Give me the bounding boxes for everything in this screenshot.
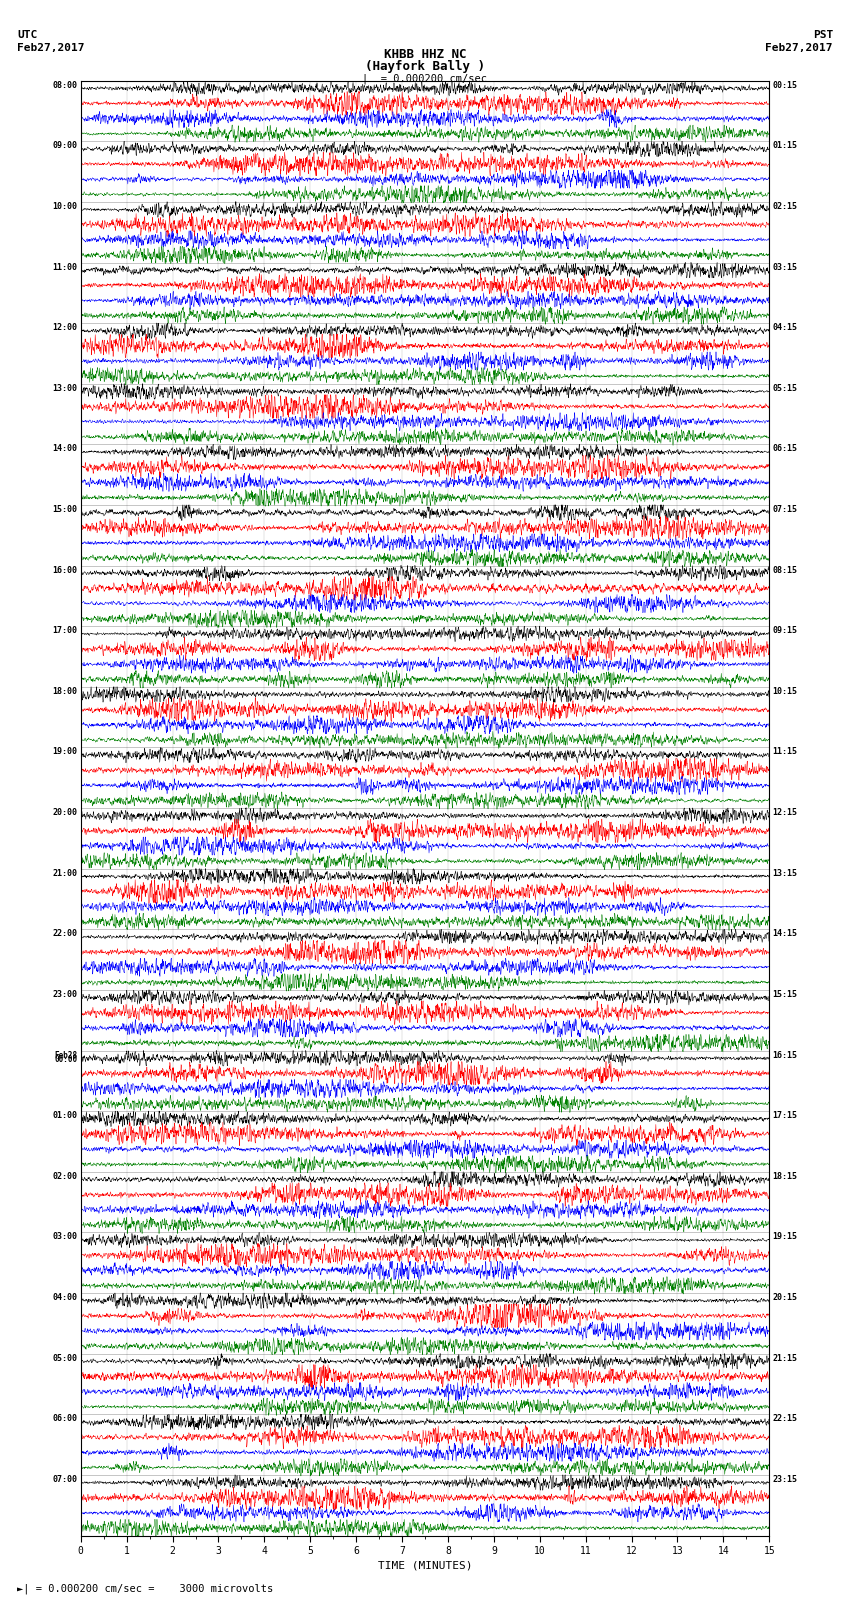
Text: 01:00: 01:00 [53,1111,77,1119]
Text: 14:00: 14:00 [53,444,77,453]
Text: Feb28: Feb28 [54,1050,77,1060]
Text: 11:00: 11:00 [53,263,77,271]
Text: 07:15: 07:15 [773,505,797,515]
Text: 18:00: 18:00 [53,687,77,695]
Text: 11:15: 11:15 [773,747,797,756]
Text: 08:00: 08:00 [53,81,77,90]
Text: |  = 0.000200 cm/sec: | = 0.000200 cm/sec [362,73,488,84]
Text: KHBB HHZ NC: KHBB HHZ NC [383,48,467,61]
Text: 09:15: 09:15 [773,626,797,636]
Text: 04:00: 04:00 [53,1294,77,1302]
Text: 06:00: 06:00 [53,1415,77,1423]
Text: 18:15: 18:15 [773,1171,797,1181]
Text: 10:15: 10:15 [773,687,797,695]
X-axis label: TIME (MINUTES): TIME (MINUTES) [377,1560,473,1569]
Text: 21:00: 21:00 [53,869,77,877]
Text: 16:15: 16:15 [773,1050,797,1060]
Text: 20:00: 20:00 [53,808,77,818]
Text: 13:00: 13:00 [53,384,77,392]
Text: 06:15: 06:15 [773,444,797,453]
Text: 00:00: 00:00 [54,1055,77,1065]
Text: 03:00: 03:00 [53,1232,77,1242]
Text: 19:15: 19:15 [773,1232,797,1242]
Text: 15:15: 15:15 [773,990,797,998]
Text: 21:15: 21:15 [773,1353,797,1363]
Text: 15:00: 15:00 [53,505,77,515]
Text: 17:00: 17:00 [53,626,77,636]
Text: 19:00: 19:00 [53,747,77,756]
Text: 03:15: 03:15 [773,263,797,271]
Text: 00:15: 00:15 [773,81,797,90]
Text: UTC: UTC [17,31,37,40]
Text: 02:15: 02:15 [773,202,797,211]
Text: 01:15: 01:15 [773,142,797,150]
Text: 02:00: 02:00 [53,1171,77,1181]
Text: 12:00: 12:00 [53,323,77,332]
Text: 10:00: 10:00 [53,202,77,211]
Text: 23:00: 23:00 [53,990,77,998]
Text: 13:15: 13:15 [773,869,797,877]
Text: 09:00: 09:00 [53,142,77,150]
Text: 23:15: 23:15 [773,1474,797,1484]
Text: 22:15: 22:15 [773,1415,797,1423]
Text: 05:15: 05:15 [773,384,797,392]
Text: Feb27,2017: Feb27,2017 [17,44,84,53]
Text: (Hayfork Bally ): (Hayfork Bally ) [365,60,485,73]
Text: 22:00: 22:00 [53,929,77,939]
Text: 17:15: 17:15 [773,1111,797,1119]
Text: 12:15: 12:15 [773,808,797,818]
Text: 05:00: 05:00 [53,1353,77,1363]
Text: 07:00: 07:00 [53,1474,77,1484]
Text: PST: PST [813,31,833,40]
Text: 08:15: 08:15 [773,566,797,574]
Text: 14:15: 14:15 [773,929,797,939]
Text: 04:15: 04:15 [773,323,797,332]
Text: Feb27,2017: Feb27,2017 [766,44,833,53]
Text: 16:00: 16:00 [53,566,77,574]
Text: 20:15: 20:15 [773,1294,797,1302]
Text: ►| = 0.000200 cm/sec =    3000 microvolts: ►| = 0.000200 cm/sec = 3000 microvolts [17,1582,273,1594]
